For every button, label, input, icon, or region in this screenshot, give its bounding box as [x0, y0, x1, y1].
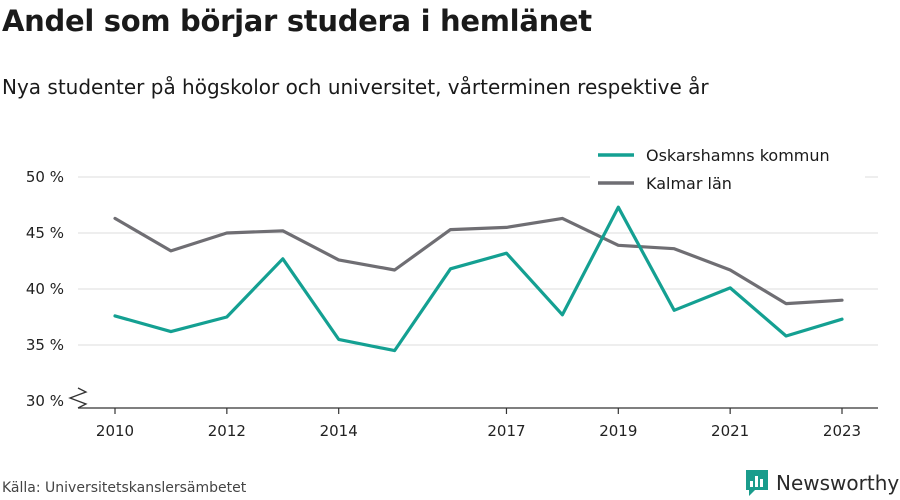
x-tick-label: 2019 [599, 422, 637, 440]
x-tick-label: 2014 [320, 422, 358, 440]
y-axis-ticks: 30 % 35 % 40 % 45 % 50 % [26, 168, 64, 410]
x-tick-label: 2021 [711, 422, 749, 440]
brand-logo[interactable]: Newsworthy [744, 468, 899, 498]
legend-background [590, 140, 865, 197]
series-line-kalmar [113, 216, 844, 306]
x-tick-label: 2012 [208, 422, 246, 440]
source-note: Källa: Universitetskanslersämbetet [2, 480, 247, 496]
bar-chart-logo-icon [746, 470, 768, 496]
line-chart: 30 %35 %40 %45 %50 % 2010 2012 2014 2017 201… [25, 140, 878, 440]
x-tick-label: 2010 [96, 422, 134, 440]
chart-title: Andel som börjar studera i hemlänet [2, 4, 592, 38]
chart-subtitle: Nya studenter på högskolor och universit… [2, 75, 709, 99]
y-tick-label: 35 % [26, 336, 64, 354]
legend-label: Oskarshamns kommun [646, 146, 830, 165]
legend-label: Kalmar län [646, 174, 732, 193]
legend: Oskarshamns kommun Kalmar län [590, 140, 865, 197]
y-tick-label: 40 % [26, 280, 64, 298]
series-line-oskarshamn [113, 205, 844, 353]
y-tick-label: 50 % [26, 168, 64, 186]
brand-name: Newsworthy [776, 471, 900, 495]
y-tick-label: 45 % [26, 224, 64, 242]
x-axis: 2010 2012 2014 2017 2019 2021 2023 [68, 387, 878, 440]
series-lines [113, 205, 844, 353]
x-tick-label: 2017 [487, 422, 525, 440]
x-tick-label: 2023 [823, 422, 861, 440]
y-tick-label: 30 % [26, 392, 64, 410]
axis-break-mark [68, 387, 88, 409]
